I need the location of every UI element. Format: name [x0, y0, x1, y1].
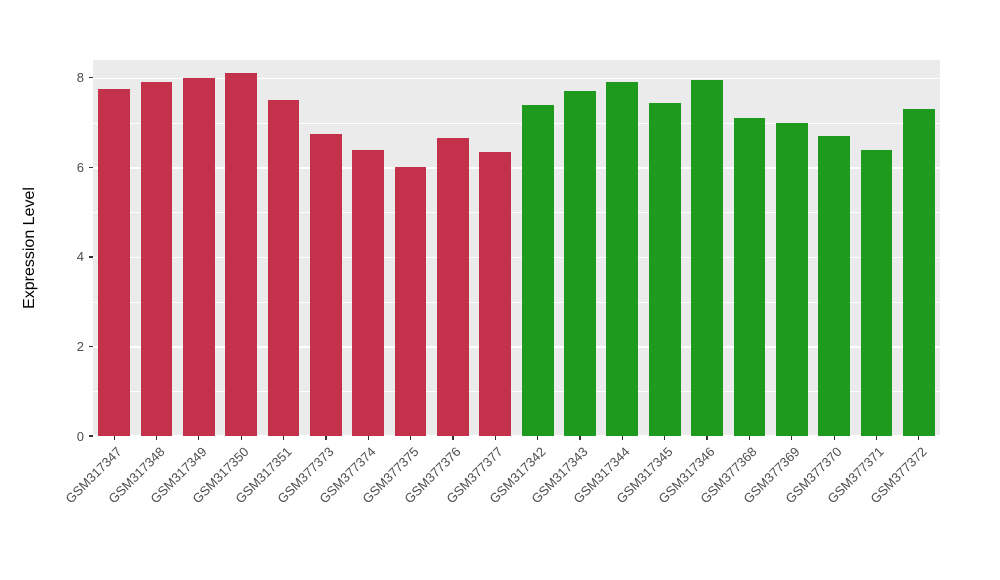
plot-panel [93, 60, 940, 436]
y-tick-label: 8 [76, 70, 84, 86]
x-tick-mark [706, 436, 708, 440]
bar-GSM317350 [225, 73, 258, 436]
bar-GSM317351 [267, 100, 300, 436]
gridline-major [93, 346, 940, 348]
gridline-minor [93, 391, 940, 392]
bar-GSM317349 [182, 77, 215, 436]
x-tick-mark [155, 436, 158, 440]
bar-GSM317347 [98, 89, 131, 436]
y-axis-title: Expression Level [21, 187, 38, 309]
gridline-minor [93, 301, 940, 303]
bar-GSM317348 [140, 82, 173, 436]
x-tick-mark [579, 436, 581, 440]
y-tick-mark [89, 345, 93, 348]
bar-GSM317342 [521, 104, 554, 436]
y-tick-mark [89, 435, 93, 437]
y-tick-label: 4 [76, 249, 84, 265]
x-tick-mark [537, 436, 539, 440]
x-tick-mark [918, 436, 920, 440]
bar-GSM377372 [902, 109, 935, 436]
x-tick-mark [282, 436, 285, 440]
gridline-major [93, 167, 940, 169]
gridline-major [93, 77, 940, 80]
y-tick-label: 0 [76, 428, 84, 444]
gridline-minor [93, 122, 940, 124]
bar-GSM377377 [479, 151, 512, 436]
bar-GSM377376 [437, 138, 469, 436]
bar-GSM317343 [564, 91, 596, 436]
gridline-major [93, 256, 940, 259]
x-axis-labels: GSM317347 GSM317348 GSM317349 GSM317350 GSM3… [63, 444, 940, 564]
x-tick-mark [621, 436, 623, 440]
bar-GSM377368 [733, 118, 766, 436]
x-tick-mark [833, 436, 835, 440]
x-tick-mark [113, 436, 115, 440]
bar-GSM317345 [648, 102, 681, 436]
y-tick-mark [89, 166, 93, 169]
gridline-minor [93, 212, 940, 213]
x-tick-mark [198, 436, 200, 440]
x-tick-mark [875, 436, 878, 440]
x-tick-mark [325, 436, 327, 440]
bar-GSM377375 [394, 167, 427, 436]
x-tick-mark [494, 436, 496, 440]
bar-GSM317346 [691, 80, 723, 436]
x-tick-mark [410, 436, 412, 440]
x-tick-mark [664, 436, 666, 440]
y-tick-label: 6 [76, 159, 84, 175]
gridline-major [93, 434, 940, 436]
y-tick-mark [89, 77, 93, 79]
bar-GSM377369 [775, 122, 808, 436]
bar-GSM317344 [606, 82, 639, 436]
y-tick-mark [89, 256, 93, 258]
bar-GSM377370 [818, 136, 850, 436]
x-tick-mark [240, 436, 242, 440]
bar-GSM377374 [352, 149, 385, 436]
bar-GSM377371 [860, 149, 893, 436]
x-tick-mark [791, 436, 793, 440]
x-tick-mark [748, 436, 750, 440]
x-tick-mark [367, 436, 369, 440]
bar-GSM377373 [310, 133, 342, 436]
y-tick-label: 2 [76, 338, 84, 354]
x-tick-mark [452, 436, 454, 440]
